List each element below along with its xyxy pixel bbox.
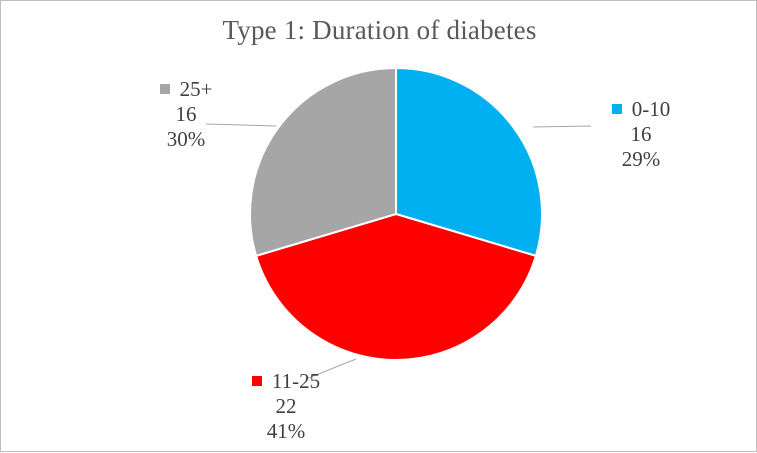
legend-swatch-25plus xyxy=(159,84,170,94)
data-label-0-10: 0-10 16 29% xyxy=(586,97,696,172)
legend-swatch-0-10 xyxy=(611,104,622,114)
category-label: 0-10 xyxy=(631,97,671,121)
pie-slice-25plus xyxy=(249,66,397,258)
value-label: 16 xyxy=(630,122,652,146)
value-label: 22 xyxy=(275,394,297,418)
percent-label: 30% xyxy=(166,127,206,151)
pie-slice-11-25 xyxy=(254,212,538,361)
percent-label: 41% xyxy=(266,419,306,443)
category-label: 11-25 xyxy=(271,369,321,393)
leader-line-0-10 xyxy=(533,125,592,128)
value-label: 16 xyxy=(175,102,197,126)
category-label: 25+ xyxy=(179,77,213,101)
percent-label: 29% xyxy=(621,147,661,171)
leader-line-11-25 xyxy=(305,358,357,380)
leader-line-25plus xyxy=(205,123,277,127)
pie-slice-0-10 xyxy=(395,66,543,258)
chart-title: Type 1: Duration of diabetes xyxy=(222,15,537,45)
data-label-11-25: 11-25 22 41% xyxy=(216,369,356,444)
legend-swatch-11-25 xyxy=(251,376,262,386)
data-label-25plus: 25+ 16 30% xyxy=(131,77,241,152)
